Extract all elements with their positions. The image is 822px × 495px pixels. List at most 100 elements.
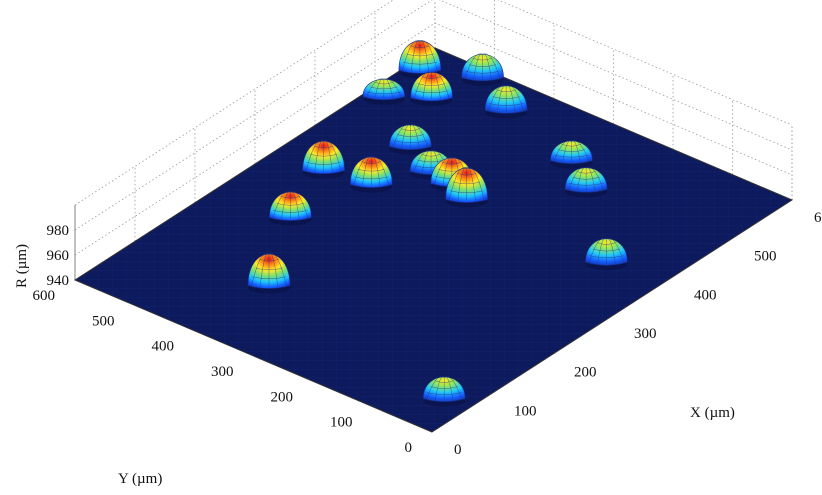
bump <box>550 140 593 169</box>
bump-mesh-line <box>444 376 463 400</box>
bump-mesh-line <box>433 157 452 185</box>
z-tick-label: 940 <box>47 273 70 289</box>
bump <box>247 253 291 294</box>
y-axis-label: Y (µm) <box>118 471 162 487</box>
x-tick-label: 500 <box>754 249 777 265</box>
bump-mesh-line <box>592 248 620 252</box>
bump <box>409 150 453 180</box>
bump-mesh-line <box>310 153 338 157</box>
bump-mesh-line <box>410 45 430 48</box>
bump-mesh-line <box>456 172 477 176</box>
bump-mesh-line <box>371 156 390 186</box>
bump-mesh-line <box>557 149 585 152</box>
y-tick-label: 600 <box>33 288 56 304</box>
bump <box>398 40 442 79</box>
x-tick-label: 0 <box>454 442 462 458</box>
bump-mesh-line <box>506 85 525 112</box>
x-axis-label: X (µm) <box>690 405 735 421</box>
bump-mesh-line <box>596 242 617 245</box>
bump <box>484 85 528 119</box>
bump <box>389 124 432 155</box>
bump-mesh-line <box>497 85 507 112</box>
bump-mesh-line <box>421 76 442 79</box>
bump-mesh-line <box>561 143 582 147</box>
surface-outline <box>73 47 794 433</box>
bump-mesh-line <box>449 190 484 193</box>
bump-mesh-line <box>426 392 462 395</box>
bump-mesh-line <box>466 167 485 201</box>
bump-mesh-line <box>273 210 308 213</box>
bump-mesh-line <box>259 253 270 287</box>
bump-mesh-line <box>577 167 587 191</box>
bump-mesh-line <box>362 156 372 186</box>
bump-mesh-line <box>314 140 324 172</box>
bump-mesh-line <box>472 57 493 61</box>
bump-mesh-line <box>562 140 572 162</box>
bump <box>349 156 393 193</box>
y-tick-label: 100 <box>330 415 353 431</box>
x-tick-label: 200 <box>574 365 597 381</box>
bump-mesh-line <box>442 161 462 165</box>
z-tick-label: 980 <box>47 223 70 239</box>
bump-mesh-line <box>280 195 301 199</box>
bump <box>585 237 628 271</box>
bump-mesh-line <box>418 83 446 86</box>
bump-mesh-line <box>305 140 324 172</box>
bump <box>362 78 406 105</box>
bump-mesh-line <box>413 71 432 100</box>
bump-mesh-line <box>434 380 454 383</box>
bump-mesh-line <box>366 91 402 95</box>
bump-mesh-line <box>290 191 309 219</box>
bump-mesh-line <box>457 167 467 201</box>
bump-mesh-line <box>571 140 590 162</box>
x-tick-label: 100 <box>514 403 537 419</box>
bump-mesh-line <box>488 85 507 112</box>
bump-mesh-line <box>281 191 291 219</box>
bump-mesh-line <box>255 267 283 271</box>
x-tick-label: 600 <box>814 210 822 226</box>
bump-mesh-line <box>370 86 398 90</box>
bump-mesh-line <box>361 161 382 164</box>
bump-mesh-line <box>272 191 291 219</box>
bump-mesh-line <box>393 140 428 143</box>
bump-mesh-line <box>410 40 421 72</box>
x-tick-label: 400 <box>694 287 717 303</box>
bump-mesh-line <box>589 255 624 258</box>
bump-mesh-line <box>597 237 607 264</box>
bump-mesh-line <box>313 145 334 149</box>
surface-mesh <box>75 48 792 432</box>
axis-labels: X (µm) Y (µm) R (µm) <box>14 244 735 487</box>
bump <box>269 191 312 226</box>
bump-mesh-line <box>353 156 372 186</box>
bump-mesh-line <box>492 96 520 99</box>
bump-mesh-line <box>422 71 432 99</box>
bump-mesh-line <box>402 61 438 65</box>
bump-mesh-line <box>431 71 450 100</box>
bump-mesh-line <box>401 124 411 148</box>
bump <box>445 167 488 208</box>
bump-mesh-line <box>357 168 385 172</box>
y-tick-label: 200 <box>271 389 294 405</box>
bump-mesh-line <box>442 157 453 185</box>
bump <box>422 376 466 407</box>
bump-mesh-line <box>572 177 600 180</box>
z-axis-label: R (µm) <box>14 244 30 288</box>
tick-labels: 0100200300400500600010020030040050060094… <box>33 210 822 458</box>
bump-mesh-line <box>606 237 625 264</box>
bump-mesh-line <box>402 40 421 72</box>
bump <box>461 53 504 86</box>
bump-mesh-line <box>374 78 385 98</box>
bump-mesh-line <box>586 167 605 191</box>
bump-mesh-line <box>374 81 394 85</box>
bump-mesh-line <box>276 203 304 206</box>
bump-mesh-line <box>396 134 424 137</box>
bump <box>302 140 345 179</box>
bump-mesh-line <box>383 78 402 98</box>
bump-mesh-line <box>469 64 497 67</box>
bump-mesh-line <box>554 154 589 158</box>
bump-mesh-line <box>421 150 432 173</box>
bump-mesh-line <box>323 140 342 172</box>
bump-mesh-line <box>419 40 438 72</box>
bumps <box>247 40 628 407</box>
